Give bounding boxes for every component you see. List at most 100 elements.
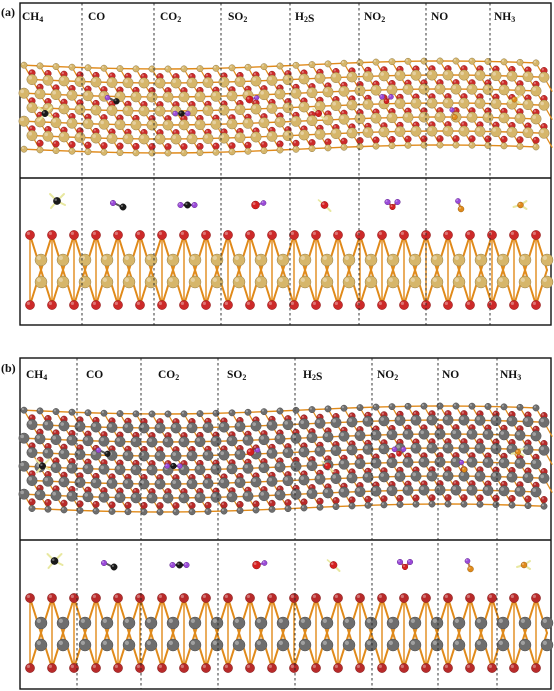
anion-atom-highlight	[29, 126, 32, 129]
anion-atom-highlight	[141, 503, 144, 506]
anion-atom	[377, 593, 387, 603]
metal-atom	[530, 85, 542, 97]
carbon-atom-highlight	[111, 564, 114, 567]
metal-atom-highlight	[260, 492, 264, 496]
anion-atom-highlight	[246, 231, 250, 235]
anion-atom-highlight	[189, 130, 192, 133]
metal-atom-highlight	[308, 489, 312, 494]
metal-atom	[132, 410, 140, 418]
metal-atom-highlight	[156, 79, 160, 83]
anion-atom-highlight	[229, 432, 232, 435]
panel-b: (b) CH4 CO CO2 SO2 H2S NO2 NO NH3	[1, 357, 554, 690]
anion-atom-highlight	[501, 137, 504, 140]
anion-atom	[201, 230, 211, 240]
metal-atom-highlight	[348, 446, 352, 450]
anion-atom-highlight	[213, 115, 216, 119]
metal-atom	[498, 112, 510, 124]
metal-atom	[524, 502, 532, 510]
bond	[106, 632, 119, 669]
anion-atom	[311, 230, 321, 240]
metal-atom-highlight	[492, 473, 496, 477]
metal-atom-highlight	[389, 404, 392, 407]
metal-atom	[340, 404, 348, 412]
metal-atom-highlight	[156, 107, 160, 111]
metal-atom	[84, 64, 92, 72]
anion-atom-highlight	[181, 433, 184, 436]
bond	[51, 269, 64, 306]
metal-atom	[202, 77, 214, 88]
anion-atom-highlight	[517, 482, 520, 485]
nitrogen-atom-highlight	[392, 447, 395, 450]
metal-atom	[474, 125, 486, 137]
nitrogen-atom	[515, 449, 521, 455]
anion-atom	[399, 663, 409, 673]
metal-atom	[90, 421, 102, 433]
panel-b-side-view	[25, 593, 554, 673]
metal-atom-highlight	[476, 618, 481, 624]
bond	[337, 269, 350, 306]
bond	[392, 269, 405, 306]
metal-atom-highlight	[236, 77, 240, 82]
anion-atom-highlight	[301, 471, 304, 474]
anion-atom	[465, 663, 475, 673]
metal-atom-highlight	[380, 100, 384, 104]
metal-atom-highlight	[21, 146, 24, 150]
metal-atom-highlight	[77, 508, 80, 511]
anion-atom-highlight	[48, 231, 52, 235]
anion-atom-highlight	[349, 469, 352, 472]
metal-atom	[242, 490, 254, 502]
metal-atom	[362, 98, 374, 110]
anion-atom	[68, 141, 76, 149]
metal-atom-highlight	[508, 128, 512, 133]
metal-atom	[386, 84, 398, 96]
metal-atom	[346, 99, 358, 111]
anion-atom-highlight	[253, 128, 256, 131]
metal-atom	[468, 402, 476, 410]
metal-atom	[538, 472, 550, 484]
metal-atom	[218, 104, 230, 116]
metal-atom-highlight	[524, 417, 528, 422]
oxygen-atom	[177, 201, 184, 209]
metal-atom	[300, 504, 308, 512]
molecule-label-no: NO	[442, 369, 459, 381]
metal-atom	[78, 616, 92, 630]
metal-atom-highlight	[260, 436, 264, 440]
anion-atom-highlight	[180, 301, 184, 306]
metal-atom	[346, 444, 358, 456]
metal-atom-highlight	[460, 127, 464, 132]
oxygen-atom	[261, 560, 268, 566]
metal-atom	[26, 102, 38, 113]
adsorbate-co	[109, 199, 127, 211]
metal-atom	[418, 428, 430, 440]
metal-atom	[298, 474, 310, 486]
anion-atom-highlight	[309, 112, 312, 115]
metal-atom-highlight	[484, 113, 488, 118]
metal-atom	[324, 144, 332, 152]
metal-atom-highlight	[348, 418, 352, 422]
anion-atom-highlight	[444, 594, 449, 598]
metal-atom	[202, 478, 214, 489]
anion-atom	[245, 300, 255, 310]
anion-atom-highlight	[180, 664, 184, 668]
metal-atom	[122, 638, 136, 652]
anion-atom-highlight	[466, 301, 471, 306]
anion-atom-highlight	[77, 417, 80, 420]
metal-atom-highlight	[28, 75, 32, 80]
anion-atom-highlight	[453, 80, 456, 83]
oxygen-atom	[109, 199, 117, 207]
anion-atom-highlight	[397, 412, 400, 415]
metal-atom-highlight	[372, 459, 376, 464]
anion-atom	[267, 593, 277, 603]
sulfur-atom-highlight	[325, 463, 328, 466]
metal-atom-highlight	[276, 90, 280, 95]
anion-atom-highlight	[125, 502, 128, 506]
metal-atom-highlight	[92, 78, 96, 82]
anion-atom-highlight	[202, 231, 206, 235]
anion-atom	[396, 494, 404, 502]
anion-atom	[460, 494, 468, 502]
anion-atom-highlight	[117, 432, 120, 436]
metal-atom	[530, 458, 542, 470]
metal-atom-highlight	[388, 431, 392, 435]
bond	[205, 632, 218, 669]
anion-atom-highlight	[365, 96, 368, 99]
